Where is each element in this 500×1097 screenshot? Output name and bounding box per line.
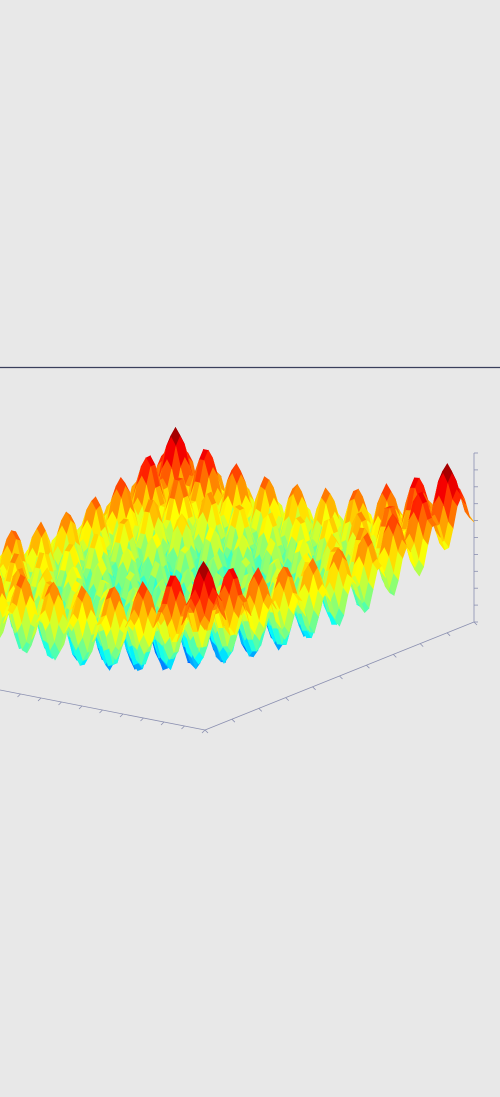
tick-mark — [285, 697, 289, 701]
tick-mark — [366, 664, 370, 669]
tick-mark — [339, 675, 343, 680]
tick-mark — [258, 708, 263, 712]
tick-mark — [312, 686, 316, 691]
tick-mark — [231, 718, 236, 723]
tick-mark — [201, 729, 206, 734]
surface-patch — [199, 615, 210, 631]
tick-mark — [17, 693, 21, 698]
tick-mark — [204, 729, 209, 734]
tick-mark — [393, 654, 397, 658]
tick-mark — [58, 701, 62, 706]
tick-mark — [473, 621, 478, 626]
tick-mark — [78, 705, 83, 710]
tick-mark — [99, 709, 103, 714]
tick-mark — [181, 725, 185, 730]
surface-plot — [0, 426, 475, 672]
tick-mark — [140, 717, 144, 722]
tick-mark — [160, 721, 165, 726]
tick-mark — [37, 697, 42, 702]
tick-mark — [446, 632, 451, 637]
tick-mark — [419, 643, 424, 647]
plot-axes — [0, 452, 478, 734]
tick-mark — [119, 713, 124, 718]
